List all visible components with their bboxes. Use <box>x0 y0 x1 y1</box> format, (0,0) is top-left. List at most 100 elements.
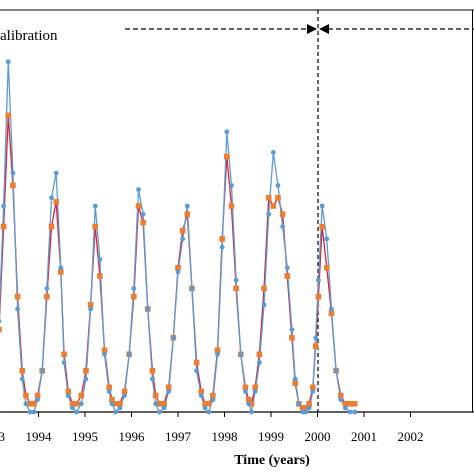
simulated-point <box>202 400 208 407</box>
x-tick-label: 1999 <box>258 429 284 444</box>
observed-point <box>215 351 220 357</box>
x-tick-label: 2002 <box>398 429 424 444</box>
x-tick-label: 1995 <box>72 429 98 444</box>
simulated-point <box>44 293 50 300</box>
validation-arrow-head <box>319 24 329 34</box>
simulated-point <box>121 388 128 395</box>
observed-point <box>313 335 319 341</box>
observed-point <box>117 405 123 411</box>
simulated-point <box>193 359 200 366</box>
axes <box>0 9 474 417</box>
observed-point <box>83 376 89 382</box>
observed-point <box>0 319 2 324</box>
simulated-point <box>131 293 137 300</box>
observed-point <box>306 405 312 411</box>
simulated-point <box>92 223 99 230</box>
simulated-point <box>34 392 41 399</box>
simulated-point <box>65 388 72 395</box>
simulated-point <box>5 112 12 119</box>
x-tick-label: 1997 <box>165 429 192 444</box>
simulated-point <box>184 211 191 218</box>
simulated-point <box>342 400 349 407</box>
observed-point <box>15 306 20 312</box>
observed-point <box>243 389 248 394</box>
observed-point <box>5 59 11 65</box>
x-tick-label: 2001 <box>351 429 377 444</box>
observed-point <box>256 360 262 365</box>
simulated-point <box>165 384 172 391</box>
observed-point <box>233 277 239 283</box>
simulated-point <box>27 400 33 407</box>
simulated-point <box>275 194 281 201</box>
observed-point <box>53 170 59 176</box>
observed-point <box>206 409 212 415</box>
simulated-point <box>214 347 221 353</box>
simulated-point <box>312 343 319 349</box>
observed-point <box>31 409 37 415</box>
simulated-point <box>279 211 286 218</box>
simulated-point <box>248 400 255 407</box>
simulated-point <box>152 392 159 399</box>
observed-point <box>122 393 127 398</box>
simulated-point <box>265 194 272 201</box>
observed-point <box>140 211 146 217</box>
simulated-point <box>256 351 263 358</box>
observed-point <box>343 405 348 411</box>
observed-point <box>92 203 98 209</box>
simulated-point <box>112 400 119 407</box>
observed-point <box>246 401 252 407</box>
observed-point <box>113 409 119 415</box>
observed-point <box>157 409 162 415</box>
observed-point <box>10 170 16 176</box>
simulated-point <box>210 392 216 399</box>
simulated-point <box>48 223 55 230</box>
simulated-point <box>83 368 89 374</box>
observed-point <box>153 401 159 407</box>
simulated-point <box>135 203 142 209</box>
simulated-point <box>233 285 239 292</box>
simulated-point <box>310 384 316 391</box>
observed-point <box>352 409 358 415</box>
observed-point <box>266 211 272 217</box>
observed-point <box>109 401 115 407</box>
simulated-point <box>140 219 146 226</box>
observed-point <box>49 195 54 201</box>
observed-point <box>161 405 167 411</box>
observed-point <box>292 376 298 382</box>
x-tick-label: 2000 <box>305 429 331 444</box>
observed-point <box>70 405 75 411</box>
observed-series-line <box>0 61 355 414</box>
observed-point <box>224 129 230 135</box>
observed-point <box>238 351 244 357</box>
x-axis-title: Time (years) <box>234 453 310 468</box>
observed-point <box>229 183 234 188</box>
observed-point <box>303 409 309 415</box>
simulated-point <box>242 384 249 391</box>
simulated-point <box>198 388 205 395</box>
simulated-point <box>149 368 156 374</box>
observed-point <box>198 393 204 398</box>
observed-point <box>19 376 25 382</box>
observed-point <box>88 306 93 312</box>
simulated-point <box>319 223 325 230</box>
simulated-series-line <box>0 115 355 409</box>
observed-point <box>27 409 33 415</box>
observed-point <box>338 397 344 403</box>
simulated-point <box>328 310 335 316</box>
observed-point <box>275 183 281 188</box>
observed-point <box>289 327 295 332</box>
simulated-point <box>337 392 344 399</box>
simulated-point <box>270 203 277 209</box>
observed-point <box>249 409 254 415</box>
observed-point <box>175 269 181 275</box>
simulated-point <box>0 326 2 333</box>
simulated-point <box>351 400 358 407</box>
calibration-arrow-head <box>307 24 317 34</box>
simulated-point <box>315 293 322 300</box>
observed-point <box>202 405 208 411</box>
observed-point <box>39 368 45 374</box>
simulated-point <box>156 400 163 407</box>
observed-point <box>145 306 151 312</box>
observed-point <box>97 257 103 262</box>
observed-point <box>184 203 190 209</box>
